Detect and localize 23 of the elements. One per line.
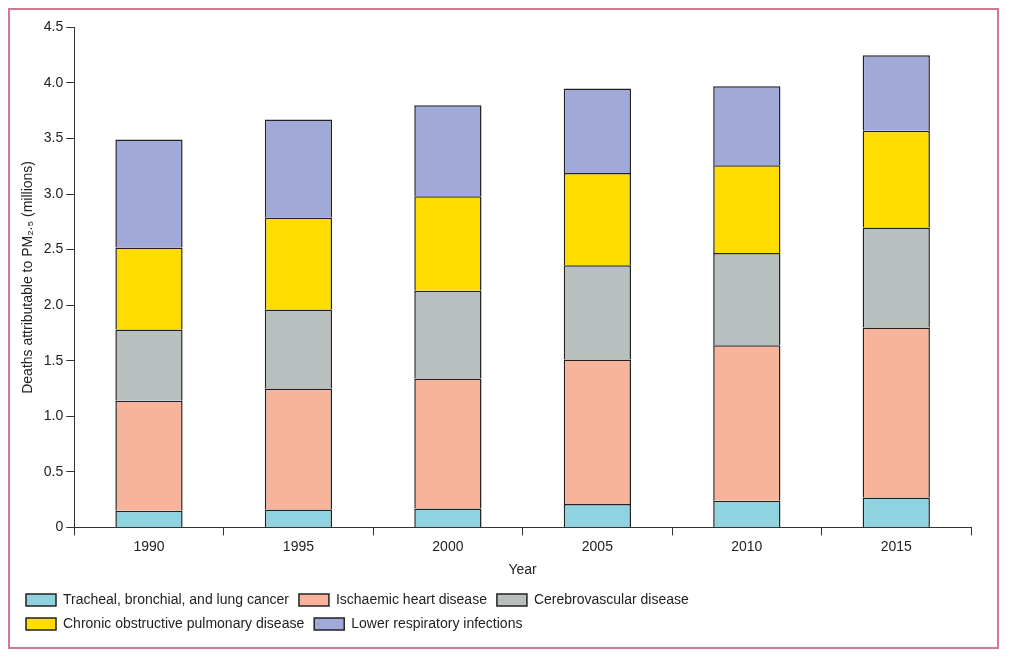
y-tick-label: 2.0 [43, 296, 64, 313]
y-tick-label: 4.0 [43, 73, 64, 90]
y-tick-label: 2.5 [43, 240, 64, 257]
x-tick-label: 1995 [282, 537, 315, 554]
legend-label: Cerebrovascular disease [533, 590, 689, 607]
x-tick-label: 2000 [432, 537, 464, 554]
y-tick-label: 0.5 [43, 462, 64, 479]
x-tick-label: 2005 [581, 537, 614, 554]
y-axis-title: Deaths attributable to PM₂.₅ (millions) [19, 160, 36, 394]
y-tick-label: 3.0 [43, 184, 64, 201]
y-tick-label: 1.0 [43, 407, 64, 424]
legend-label: Tracheal, bronchial, and lung cancer [63, 590, 290, 607]
y-tick-label: 1.5 [43, 351, 64, 368]
x-tick-label: 2010 [731, 537, 763, 554]
y-tick-label: 3.5 [43, 129, 64, 146]
y-tick-label: 4.5 [43, 18, 64, 35]
legend-label: Ischaemic heart disease [335, 590, 488, 607]
x-tick-label: 1990 [133, 537, 165, 554]
y-tick-label: 0 [55, 518, 64, 535]
legend-label: Lower respiratory infections [351, 614, 523, 631]
legend-label: Chronic obstructive pulmonary disease [63, 614, 305, 631]
x-axis-title: Year [508, 561, 538, 578]
x-tick-label: 2015 [880, 537, 913, 554]
